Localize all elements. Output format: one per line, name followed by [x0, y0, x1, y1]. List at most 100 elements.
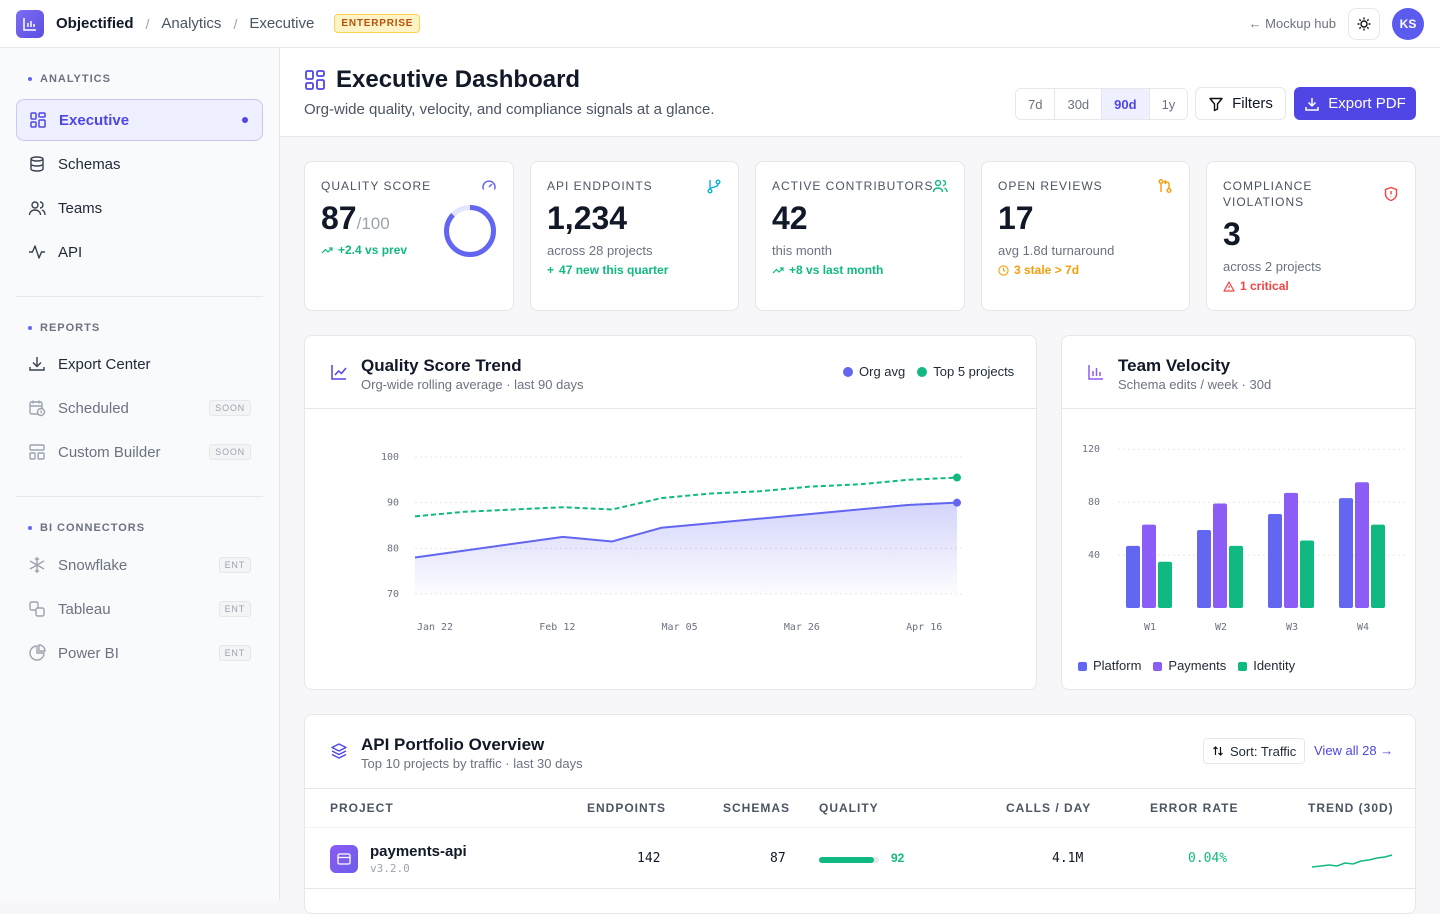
sidebar-item-label: API	[58, 243, 83, 261]
ent-badge: ENT	[218, 645, 251, 661]
sidebar-item-label: Custom Builder	[58, 443, 161, 461]
legend-item-identity[interactable]: Identity	[1238, 658, 1295, 673]
ent-badge: ENT	[218, 601, 251, 617]
range-1y-button[interactable]: 1y	[1149, 89, 1188, 119]
bar-identity-w3[interactable]	[1300, 540, 1314, 608]
column-header-trend[interactable]: TREND (30D)	[1308, 801, 1394, 815]
bar-chart-icon	[23, 17, 36, 31]
sidebar-item-label: Export Center	[58, 355, 151, 373]
layout-icon	[29, 444, 45, 460]
brand-name[interactable]: Objectified	[56, 15, 134, 32]
bar-platform-w3[interactable]	[1268, 514, 1282, 608]
sidebar-item-executive[interactable]: Executive	[16, 99, 263, 141]
sort-icon	[1213, 746, 1223, 756]
team-velocity-panel: Team Velocity Schema edits / week · 30d …	[1061, 335, 1416, 690]
tableau-icon	[29, 601, 45, 617]
sun-moon-icon	[1357, 17, 1371, 30]
series-line-org-avg	[414, 501, 958, 559]
app-logo[interactable]	[16, 9, 44, 38]
sidebar-item-custom-builder[interactable]: Custom Builder SOON	[16, 431, 263, 473]
kpi-value: 42	[772, 200, 808, 236]
column-header-endpoints[interactable]: ENDPOINTS	[587, 801, 667, 815]
bar-platform-w2[interactable]	[1197, 529, 1211, 608]
kpi-card-compliance-violations: COMPLIANCE VIOLATIONS 3 across 2 projects…	[1206, 161, 1416, 311]
trend-up-icon	[321, 247, 333, 254]
sidebar-item-teams[interactable]: Teams	[16, 187, 263, 229]
grid-icon	[30, 112, 46, 128]
kpi-trend: +8 vs last month	[772, 263, 883, 277]
user-avatar[interactable]: KS	[1392, 7, 1424, 40]
bar-payments-w2[interactable]	[1213, 503, 1227, 608]
x-tick-label: Feb 12	[539, 622, 575, 633]
sidebar-item-export-center[interactable]: Export Center	[16, 343, 263, 385]
column-header-quality[interactable]: QUALITY	[819, 801, 879, 815]
sidebar-item-scheduled[interactable]: Scheduled SOON	[16, 387, 263, 429]
users-icon	[28, 201, 46, 216]
sidebar-item-snowflake[interactable]: Snowflake ENT	[16, 544, 263, 586]
calls-per-day-cell: 4.1M	[1052, 851, 1084, 866]
panel-title: Team Velocity	[1118, 356, 1231, 375]
legend-item-org-avg[interactable]: Org avg	[843, 364, 905, 379]
column-header-project[interactable]: PROJECT	[330, 801, 394, 815]
chart-legend: Org avg Top 5 projects	[843, 364, 1014, 379]
page-header: Executive Dashboard Org-wide quality, ve…	[280, 48, 1440, 137]
legend-item-top-5[interactable]: Top 5 projects	[917, 364, 1014, 379]
calendar-clock-icon	[29, 400, 46, 417]
time-range-selector: 7d 30d 90d 1y	[1015, 88, 1189, 120]
bar-identity-w2[interactable]	[1229, 545, 1243, 608]
sidebar-item-power-bi[interactable]: Power BI ENT	[16, 632, 263, 674]
y-tick-label: 120	[1082, 444, 1100, 455]
range-90d-button[interactable]: 90d	[1102, 89, 1150, 119]
legend-item-platform[interactable]: Platform	[1078, 658, 1141, 673]
line-chart-icon	[331, 365, 347, 380]
range-30d-button[interactable]: 30d	[1055, 89, 1103, 119]
pie-icon	[29, 644, 46, 661]
legend-item-payments[interactable]: Payments	[1153, 658, 1226, 673]
quality-trend-chart: 70 80 90 100 Jan 22 Feb 12 Mar 05 Mar 26 Apr 16	[381, 452, 965, 633]
column-header-schemas[interactable]: SCHEMAS	[723, 801, 791, 815]
section-title-reports: REPORTS	[16, 322, 263, 334]
warning-icon	[1223, 280, 1235, 292]
enterprise-badge: ENTERPRISE	[334, 14, 421, 33]
bar-identity-w4[interactable]	[1371, 524, 1385, 608]
sort-button[interactable]: Sort: Traffic	[1203, 738, 1306, 764]
active-indicator	[242, 117, 248, 123]
bar-payments-w4[interactable]	[1355, 482, 1369, 608]
kpi-subtext: across 28 projects	[547, 243, 653, 258]
sidebar-item-tableau[interactable]: Tableau ENT	[16, 588, 263, 630]
column-header-calls-per-day[interactable]: CALLS / DAY	[1006, 801, 1092, 815]
sidebar-item-schemas[interactable]: Schemas	[16, 143, 263, 185]
column-header-error-rate[interactable]: ERROR RATE	[1150, 801, 1239, 815]
kpi-card-quality-score: QUALITY SCORE 87/100 +2.4 vs prev	[304, 161, 514, 311]
bar-payments-w1[interactable]	[1142, 524, 1156, 608]
bar-identity-w1[interactable]	[1158, 561, 1172, 608]
table-row[interactable]: payments-api v3.2.0 142 87 92 4.1M 0.04%	[305, 827, 1415, 889]
project-name[interactable]: payments-api	[370, 843, 467, 860]
kpi-card-open-reviews: OPEN REVIEWS 17 avg 1.8d turnaround 3 st…	[981, 161, 1190, 311]
gauge-icon	[482, 180, 496, 190]
panel-subtitle: Org-wide rolling average · last 90 days	[361, 377, 584, 392]
soon-badge: SOON	[209, 444, 251, 460]
clock-icon	[998, 264, 1009, 276]
page-title: Executive Dashboard	[304, 66, 580, 94]
bar-payments-w3[interactable]	[1284, 492, 1298, 608]
view-all-link[interactable]: View all 28 →	[1314, 743, 1394, 758]
breadcrumb-analytics[interactable]: Analytics	[161, 15, 222, 32]
bar-platform-w1[interactable]	[1126, 545, 1140, 608]
team-velocity-chart: 40 80 120 W1 W2 W3 W4	[1082, 444, 1405, 633]
export-pdf-button[interactable]: Export PDF	[1294, 87, 1416, 120]
panel-subtitle: Schema edits / week · 30d	[1118, 377, 1272, 392]
bar-platform-w4[interactable]	[1339, 498, 1353, 608]
theme-toggle-button[interactable]	[1348, 7, 1380, 40]
series-endpoint[interactable]	[953, 473, 961, 482]
sidebar-item-label: Executive	[59, 111, 130, 129]
filters-button[interactable]: Filters	[1195, 87, 1286, 120]
kpi-card-active-contributors: ACTIVE CONTRIBUTORS 42 this month +8 vs …	[755, 161, 965, 311]
x-tick-label: Jan 22	[417, 622, 453, 633]
sidebar-item-api[interactable]: API	[16, 231, 263, 273]
activity-icon	[29, 245, 45, 259]
y-tick-label: 90	[387, 498, 399, 509]
range-7d-button[interactable]: 7d	[1016, 89, 1056, 119]
mockup-hub-link[interactable]: ← Mockup hub	[1248, 16, 1336, 31]
series-endpoint[interactable]	[953, 498, 961, 507]
